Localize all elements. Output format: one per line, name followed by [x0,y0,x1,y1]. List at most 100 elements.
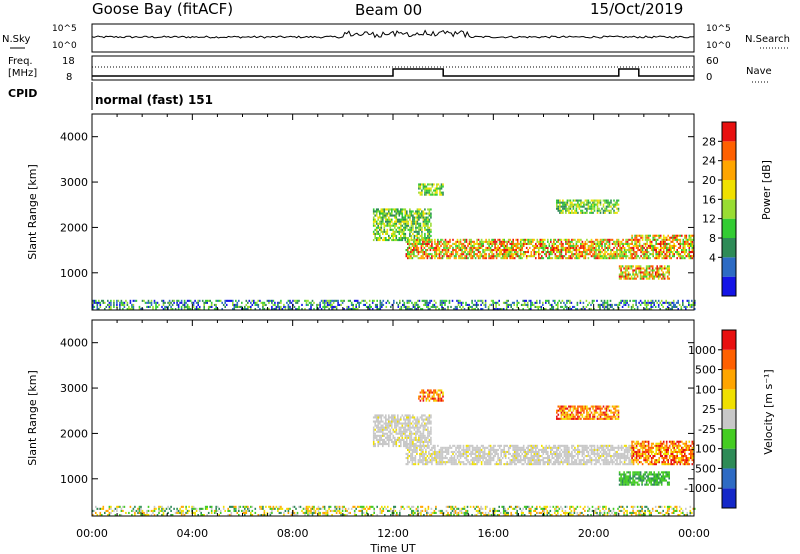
echo-cell [613,199,615,202]
echo-cell [379,222,381,225]
echo-cell [372,432,375,435]
echo-cell [391,511,394,514]
echo-cell [392,420,395,423]
echo-cell [470,240,472,243]
echo-cell [349,308,351,311]
echo-cell [374,422,376,425]
echo-cell [563,511,565,514]
echo-cell [138,305,141,308]
echo-cell [586,251,588,254]
echo-cell [132,308,135,311]
echo-cell [626,299,628,302]
echo-cell [410,430,413,433]
echo-cell [382,239,384,242]
echo-cell [421,234,423,237]
echo-cell [553,246,555,249]
echo-cell [437,253,439,256]
echo-cell [177,308,180,311]
echo-cell [542,303,544,306]
echo-cell [323,505,326,508]
echo-cell [506,251,508,254]
echo-cell [510,251,513,254]
echo-cell [409,420,411,423]
colorbar-segment [722,199,736,219]
echo-cell [471,251,474,254]
echo-cell [341,507,344,510]
echo-cell [440,253,442,256]
echo-cell [271,511,273,514]
echo-cell [618,277,621,280]
echo-cell [102,505,105,508]
echo-cell [335,308,338,311]
echo-cell [556,257,558,260]
echo-cell [377,414,379,417]
echo-cell [537,511,540,514]
echo-cell [375,424,378,427]
echo-cell [581,211,584,214]
echo-cell [398,237,401,240]
echo-cell [564,505,567,508]
echo-cell [586,209,588,212]
echo-cell [313,301,315,304]
echo-cell [428,212,431,215]
echo-cell [516,303,518,306]
echo-cell [379,511,382,514]
echo-cell [427,505,430,508]
echo-cell [389,208,392,211]
echo-cell [469,505,472,508]
echo-cell [430,208,432,211]
echo-cell [597,305,600,308]
echo-cell [550,240,552,243]
echo-cell [380,218,383,221]
echo-cell [386,422,389,425]
echo-cell [426,455,429,458]
echo-cell [428,183,431,186]
echo-cell [377,426,379,429]
echo-cell [586,203,588,206]
echo-cell [461,448,463,451]
echo-cell [665,253,668,256]
echo-cell [534,305,537,308]
echo-cell [179,509,181,512]
echo-cell [385,426,387,429]
colorbar-tick-label: 4 [709,251,716,264]
echo-cell [460,509,463,512]
echo-cell [529,240,531,243]
echo-cell [631,249,633,252]
echo-cell [578,249,581,252]
echo-cell [244,308,246,311]
echo-cell [432,446,435,449]
echo-cell [416,232,419,235]
echo-cell [586,242,588,245]
echo-cell [486,514,488,517]
echo-cell [668,244,671,247]
echo-cell [418,183,420,186]
echo-cell [510,511,512,514]
echo-cell [171,303,174,306]
echo-cell [595,253,597,256]
echo-cell [379,234,381,237]
echo-cell [538,255,540,258]
echo-cell [424,212,426,215]
echo-cell [600,299,603,302]
echo-cell [631,253,633,256]
echo-cell [560,514,562,517]
echo-cell [443,244,445,247]
echo-cell [516,244,519,247]
echo-cell [150,514,153,517]
echo-cell [587,303,589,306]
echo-cell [328,301,330,304]
echo-cell [512,246,514,249]
echo-cell [682,301,684,304]
echo-cell [341,509,344,512]
echo-cell [395,222,398,225]
echo-cell [418,305,421,308]
echo-cell [648,267,651,270]
echo-cell [645,277,648,280]
echo-cell [386,212,389,215]
echo-cell [632,511,634,514]
echo-cell [602,253,605,256]
echo-cell [446,448,448,451]
echo-cell [416,242,418,245]
echo-cell [388,440,390,443]
